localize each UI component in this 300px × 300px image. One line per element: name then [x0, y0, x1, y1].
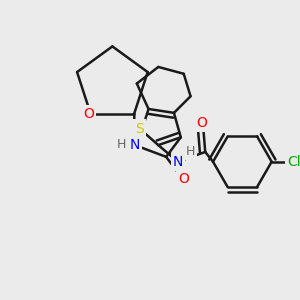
Text: Cl: Cl [287, 155, 300, 169]
Text: O: O [196, 116, 207, 130]
Text: N: N [173, 155, 183, 169]
Text: H: H [186, 146, 195, 158]
Text: H: H [116, 138, 126, 151]
Text: S: S [135, 122, 144, 136]
Text: O: O [83, 106, 94, 121]
Text: O: O [178, 172, 189, 186]
Text: N: N [130, 138, 140, 152]
